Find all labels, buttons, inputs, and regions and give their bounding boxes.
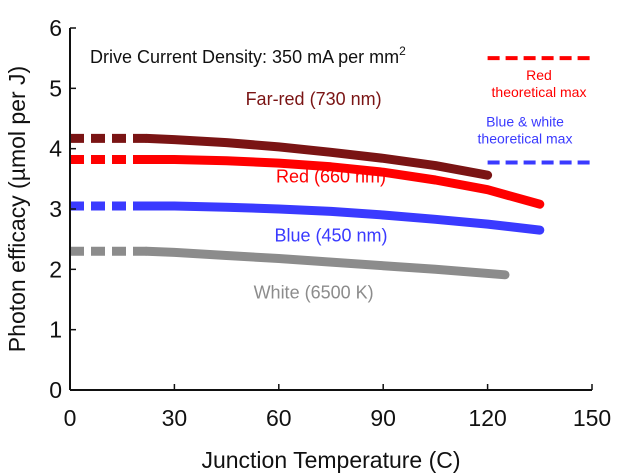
y-tick-label: 4 bbox=[49, 136, 62, 162]
reference-label-red-max-line2: theoretical max bbox=[492, 84, 587, 100]
reference-label-blue-white-max-line1: Blue & white bbox=[486, 114, 564, 130]
y-tick-label: 0 bbox=[49, 377, 62, 403]
x-tick-label: 60 bbox=[266, 405, 292, 431]
series-white-line bbox=[142, 246, 510, 280]
x-tick-label: 90 bbox=[370, 405, 396, 431]
x-axis-label: Junction Temperature (C) bbox=[201, 447, 460, 473]
y-tick-label: 5 bbox=[49, 75, 62, 101]
annotation-superscript: 2 bbox=[399, 44, 406, 58]
series-far-red-label: Far-red (730 nm) bbox=[246, 89, 382, 109]
drive-current-annotation: Drive Current Density: 350 mA per mm2 bbox=[90, 44, 406, 67]
y-axis-label: Photon efficacy (µmol per J) bbox=[4, 66, 30, 352]
x-tick-label: 150 bbox=[573, 405, 611, 431]
series-red-label: Red (660 nm) bbox=[276, 166, 386, 186]
series-white-label: White (6500 K) bbox=[254, 282, 374, 302]
series-blue-line bbox=[142, 201, 545, 235]
plot-layer: Far-red (730 nm) Red (660 nm) Blue (450 nm… bbox=[70, 56, 592, 302]
x-tick-label: 120 bbox=[468, 405, 506, 431]
reference-label-red-max-line1: Red bbox=[526, 67, 552, 83]
annotation-text: Drive Current Density: 350 mA per mm bbox=[90, 47, 399, 67]
series-red-line bbox=[142, 155, 545, 209]
y-tick-label: 6 bbox=[49, 15, 62, 41]
y-tick-label: 3 bbox=[49, 196, 62, 222]
series-blue-label: Blue (450 nm) bbox=[274, 226, 387, 246]
y-tick-label: 1 bbox=[49, 317, 62, 343]
x-tick-label: 0 bbox=[64, 405, 77, 431]
series-far-red-line bbox=[142, 133, 493, 180]
x-tick-label: 30 bbox=[162, 405, 188, 431]
reference-label-blue-white-max-line2: theoretical max bbox=[478, 131, 573, 147]
y-tick-label: 2 bbox=[49, 256, 62, 282]
